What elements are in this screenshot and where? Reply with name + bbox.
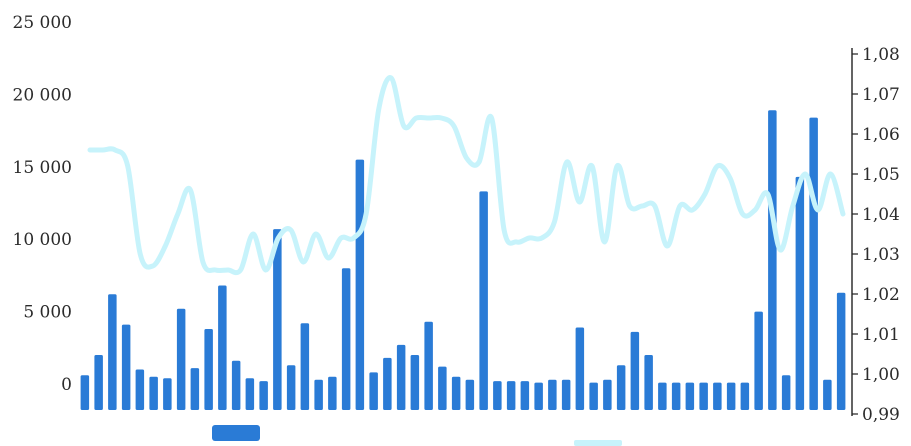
bar [314, 379, 323, 410]
bar [438, 366, 447, 410]
bar [493, 381, 502, 410]
line-series [87, 75, 846, 276]
bar [561, 379, 571, 410]
bar [685, 382, 695, 410]
legend-line-swatch [574, 440, 622, 446]
bar [589, 382, 598, 410]
left-axis: 0 5 000 10 000 15 000 20 000 25 000 [13, 13, 72, 395]
bar [218, 285, 227, 410]
bar [135, 369, 145, 410]
right-tick-label: 1,00 [862, 365, 900, 385]
right-axis: 0,99 1,00 1,01 1,02 1,03 1,04 1,05 1,06 1,07 1,08 [851, 45, 900, 425]
bar [231, 360, 241, 410]
bar [396, 344, 406, 410]
line-path [87, 75, 846, 276]
bar [781, 375, 791, 410]
bar [506, 381, 516, 410]
bar [341, 268, 351, 410]
right-tick-label: 1,05 [862, 165, 900, 185]
left-tick-label: 15 000 [13, 158, 72, 178]
right-tick-label: 1,01 [862, 325, 900, 345]
bar [520, 381, 530, 410]
bar [699, 382, 708, 410]
bar [740, 382, 750, 410]
right-tick-label: 1,02 [862, 285, 900, 305]
bar-series [80, 110, 846, 411]
bar [176, 308, 186, 410]
left-tick-label: 5 000 [23, 303, 72, 323]
right-tick-label: 1,03 [862, 245, 900, 265]
bar [465, 379, 475, 410]
bar [328, 376, 337, 410]
legend-bar-swatch [212, 425, 260, 441]
bar [630, 331, 640, 410]
bar [451, 376, 461, 410]
bar [534, 382, 543, 410]
bar [726, 382, 736, 410]
bar [823, 379, 832, 410]
bar [616, 365, 626, 410]
bar [245, 378, 255, 410]
left-tick-label: 10 000 [13, 230, 72, 250]
right-tick-label: 1,07 [862, 85, 900, 105]
left-tick-label: 25 000 [13, 13, 72, 33]
bar [190, 368, 200, 410]
bar [355, 159, 365, 410]
bar [768, 110, 777, 411]
bar [94, 355, 103, 410]
bar [424, 321, 433, 410]
bar [300, 323, 310, 410]
bar [575, 327, 585, 410]
right-tick-label: 1,04 [862, 205, 900, 225]
bar [658, 382, 667, 410]
right-tick-label: 1,06 [862, 125, 900, 145]
bar [121, 324, 131, 410]
bar [204, 329, 213, 410]
bar [259, 381, 268, 410]
right-tick-label: 1,08 [862, 45, 900, 65]
bar [286, 365, 296, 410]
bar [149, 376, 158, 410]
bar [644, 355, 653, 410]
right-tick-label: 0,99 [862, 405, 900, 425]
bar [410, 355, 420, 410]
bar [603, 379, 612, 410]
bar [548, 379, 557, 410]
bar [795, 176, 805, 410]
bar [713, 382, 722, 410]
bar [273, 229, 282, 410]
bar [163, 378, 172, 410]
bar [383, 357, 392, 410]
bar [754, 311, 763, 410]
bar [479, 191, 488, 410]
left-tick-label: 0 [61, 375, 72, 395]
bar [80, 375, 90, 410]
bar [108, 294, 117, 410]
bar [809, 117, 818, 410]
bar [369, 372, 378, 410]
legend [212, 425, 622, 446]
left-tick-label: 20 000 [13, 85, 72, 105]
bar [836, 292, 846, 410]
bar [671, 382, 681, 410]
